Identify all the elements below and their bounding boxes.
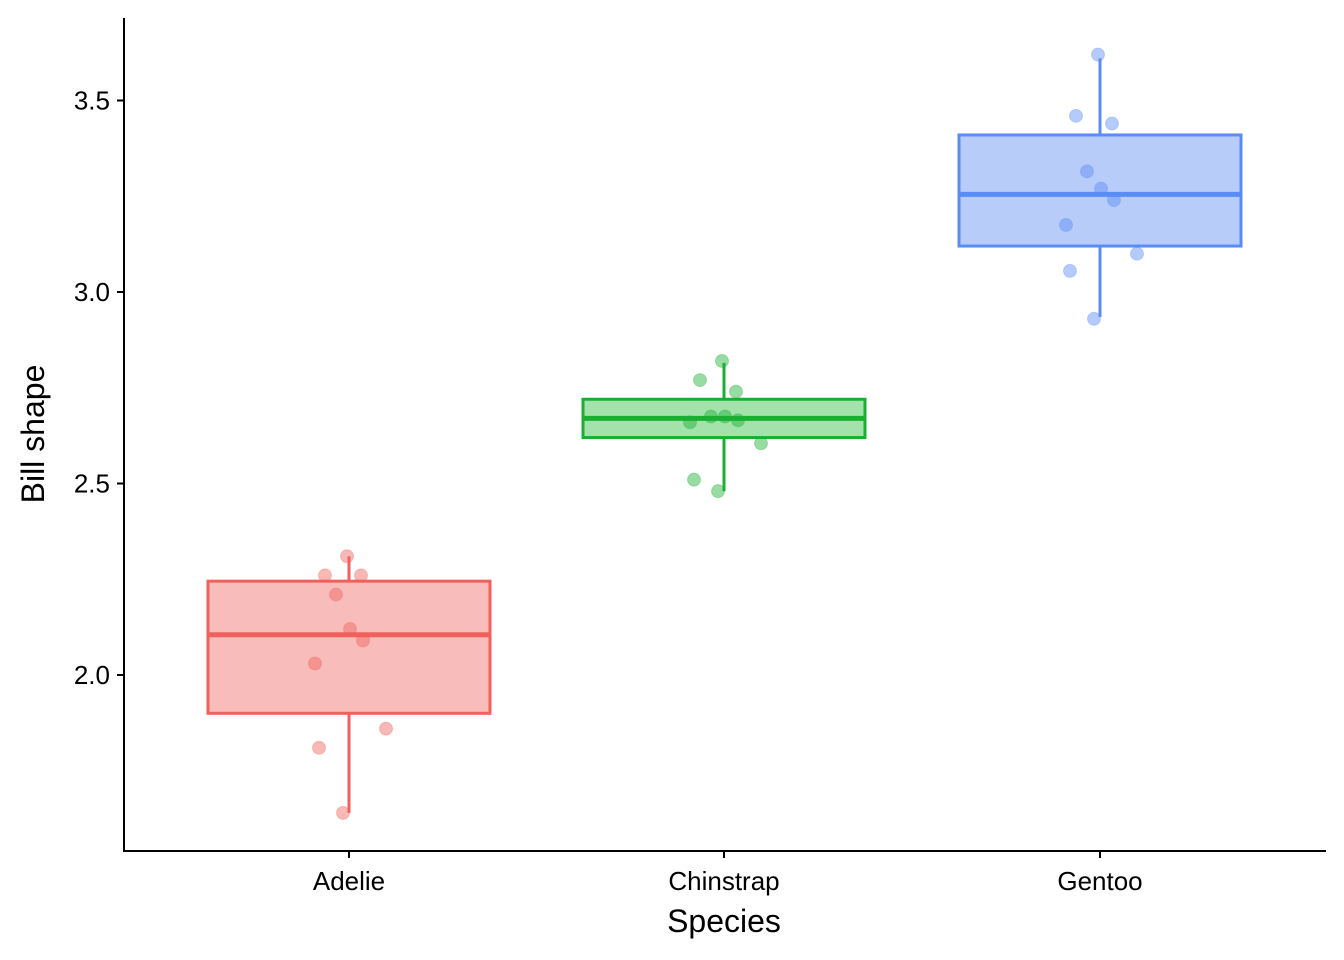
data-point — [718, 409, 732, 424]
data-point — [683, 415, 697, 430]
data-point — [329, 587, 343, 602]
data-point — [1080, 164, 1094, 179]
data-point — [754, 436, 768, 451]
data-point — [729, 384, 743, 399]
data-point — [356, 633, 370, 648]
y-tick-label: 3.5 — [74, 86, 110, 116]
data-point — [312, 740, 326, 755]
box-group-gentoo — [957, 47, 1243, 326]
x-axis-ticks: Adelie Chinstrap Gentoo — [313, 851, 1143, 896]
data-point — [1069, 108, 1083, 123]
iqr-box — [957, 133, 1243, 248]
y-tick-label: 2.5 — [74, 469, 110, 499]
data-point — [340, 549, 354, 564]
data-point — [1059, 217, 1073, 232]
data-point — [1091, 47, 1105, 62]
box-group-chinstrap — [581, 353, 867, 499]
data-point — [336, 805, 350, 820]
data-point — [318, 568, 332, 583]
data-point — [715, 353, 729, 368]
x-tick-label: Gentoo — [1057, 866, 1142, 896]
data-point — [693, 373, 707, 388]
data-point — [1107, 193, 1121, 208]
data-point — [343, 622, 357, 637]
y-tick-label: 2.0 — [74, 660, 110, 690]
y-tick-label: 3.0 — [74, 277, 110, 307]
data-point — [1105, 116, 1119, 131]
data-point — [1087, 311, 1101, 326]
data-point — [308, 656, 322, 671]
data-point — [711, 484, 725, 499]
box-group-adelie — [206, 549, 492, 820]
y-axis-ticks: 2.0 2.5 3.0 3.5 — [74, 86, 124, 690]
data-point — [1094, 181, 1108, 196]
data-point — [1063, 263, 1077, 278]
x-tick-label: Chinstrap — [668, 866, 779, 896]
x-axis-title: Species — [667, 903, 781, 939]
data-point — [379, 721, 393, 736]
y-axis-title: Bill shape — [15, 365, 51, 504]
x-tick-label: Adelie — [313, 866, 385, 896]
data-point — [704, 409, 718, 424]
data-point — [731, 413, 745, 428]
data-point — [1130, 246, 1144, 261]
data-point — [687, 472, 701, 487]
iqr-box — [206, 579, 492, 715]
data-point — [354, 568, 368, 583]
plot-area — [206, 47, 1243, 820]
